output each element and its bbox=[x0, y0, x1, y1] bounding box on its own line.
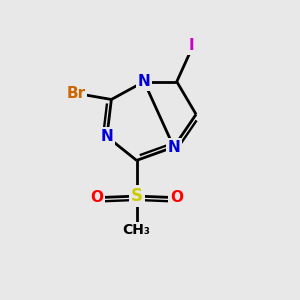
Text: Br: Br bbox=[66, 86, 85, 101]
Text: S: S bbox=[130, 187, 142, 205]
Text: CH₃: CH₃ bbox=[123, 223, 151, 237]
Text: N: N bbox=[138, 74, 150, 89]
Text: N: N bbox=[167, 140, 180, 154]
Text: O: O bbox=[90, 190, 103, 205]
Text: O: O bbox=[170, 190, 183, 205]
Text: I: I bbox=[189, 38, 194, 53]
Text: N: N bbox=[100, 129, 113, 144]
